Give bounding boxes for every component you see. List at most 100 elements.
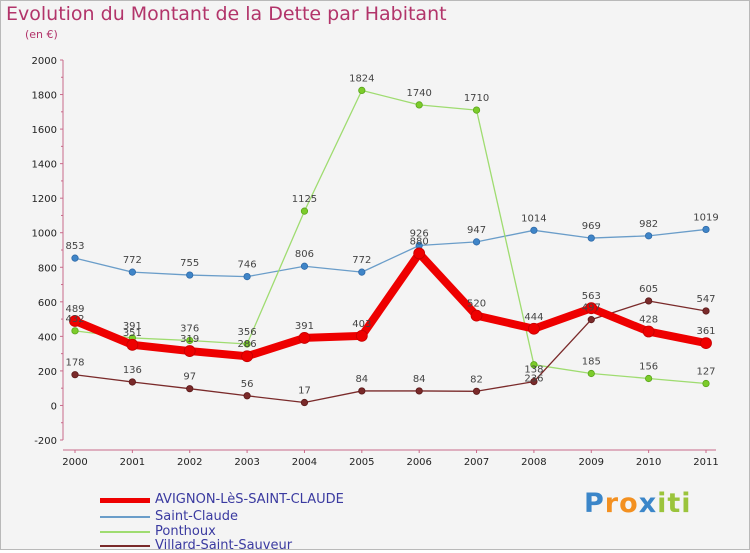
data-point-ponthoux (243, 340, 251, 348)
data-point-avignon (642, 325, 655, 338)
data-point-avignon (470, 309, 483, 322)
data-label-villard-saint-sauveur: 97 (183, 372, 196, 383)
data-point-ponthoux (415, 101, 423, 109)
data-label-villard-saint-sauveur: 84 (355, 374, 368, 385)
data-point-avignon (298, 332, 311, 344)
logo-letter: i (657, 488, 668, 519)
x-tick-label: 2004 (292, 457, 317, 468)
series-line-avignon (71, 249, 710, 361)
data-label-saint-claude: 806 (295, 249, 314, 260)
data-point-avignon (355, 329, 368, 342)
data-label-avignon: 563 (582, 291, 601, 302)
x-tick-label: 2000 (62, 457, 87, 468)
y-tick-label: 600 (38, 298, 57, 309)
data-point-avignon (126, 338, 139, 351)
data-point-avignon (700, 337, 712, 350)
x-tick-label: 2008 (521, 457, 546, 468)
x-tick-label: 2010 (636, 457, 661, 468)
data-label-saint-claude: 1014 (521, 213, 546, 224)
data-label-avignon: 489 (65, 304, 84, 315)
data-point-villard-saint-sauveur (645, 297, 653, 305)
data-point-villard-saint-sauveur (472, 387, 481, 395)
data-point-avignon (528, 322, 540, 335)
data-point-saint-claude (530, 226, 538, 234)
data-label-ponthoux: 1125 (292, 194, 317, 205)
data-label-villard-saint-sauveur: 178 (65, 358, 84, 369)
data-point-avignon (183, 345, 196, 357)
data-label-villard-saint-sauveur: 82 (470, 374, 483, 385)
series-line-saint-claude (74, 228, 707, 278)
data-label-saint-claude: 772 (123, 255, 142, 266)
y-tick-label: 1800 (32, 91, 57, 102)
data-label-villard-saint-sauveur: 136 (123, 365, 142, 376)
data-label-ponthoux: 356 (238, 327, 257, 338)
data-label-villard-saint-sauveur: 497 (582, 303, 601, 314)
data-point-ponthoux (300, 207, 309, 215)
data-point-villard-saint-sauveur (587, 316, 595, 324)
data-point-avignon (413, 247, 426, 260)
y-tick-label: 200 (38, 367, 57, 378)
data-label-villard-saint-sauveur: 17 (298, 386, 311, 397)
data-label-ponthoux: 391 (123, 321, 142, 332)
data-point-saint-claude (71, 254, 79, 262)
data-label-ponthoux: 236 (524, 374, 543, 385)
data-point-villard-saint-sauveur (415, 387, 423, 395)
x-tick-label: 2005 (349, 457, 374, 468)
y-tick-label: 1400 (32, 160, 57, 171)
data-label-saint-claude: 853 (65, 241, 84, 252)
legend-label-saint-claude: Saint-Claude (155, 509, 239, 524)
y-tick-label: 800 (38, 263, 57, 274)
x-tick-label: 2002 (177, 457, 202, 468)
data-point-saint-claude (587, 234, 595, 242)
y-tick-label: 1200 (32, 194, 57, 205)
data-label-avignon: 286 (238, 339, 257, 350)
data-label-saint-claude: 746 (238, 260, 257, 271)
data-label-villard-saint-sauveur: 138 (524, 365, 543, 376)
data-point-ponthoux (702, 379, 710, 388)
data-label-saint-claude: 755 (180, 258, 199, 269)
data-point-saint-claude (128, 268, 136, 276)
data-label-villard-saint-sauveur: 84 (413, 374, 426, 385)
legend-label-ponthoux: Ponthoux (155, 524, 216, 539)
data-label-avignon: 403 (352, 319, 371, 330)
data-point-villard-saint-sauveur (71, 371, 79, 379)
proxiti-logo: Proxiti (584, 488, 692, 519)
logo-letter: i (681, 488, 692, 519)
data-label-saint-claude: 1019 (693, 212, 718, 223)
data-label-saint-claude: 947 (467, 225, 486, 236)
legend-label-avignon: AVIGNON-LèS-SAINT-CLAUDE (155, 492, 344, 507)
y-tick-label: 400 (38, 332, 57, 343)
x-tick-label: 2006 (406, 457, 431, 468)
data-point-villard-saint-sauveur (530, 378, 538, 386)
y-tick-label: 0 (51, 401, 57, 412)
logo-letter: r (604, 488, 620, 519)
data-label-ponthoux: 185 (582, 357, 601, 368)
data-point-ponthoux (71, 327, 79, 335)
data-label-avignon: 319 (180, 334, 199, 345)
data-label-ponthoux: 1824 (349, 73, 374, 84)
data-point-villard-saint-sauveur (358, 387, 366, 395)
data-label-ponthoux: 1740 (406, 88, 431, 99)
x-tick-label: 2003 (234, 457, 259, 468)
logo-letter: t (667, 488, 682, 519)
data-point-villard-saint-sauveur (128, 378, 136, 386)
data-point-saint-claude (702, 225, 710, 234)
y-tick-label: -200 (34, 436, 57, 447)
data-point-avignon (69, 315, 81, 327)
series-line-villard-saint-sauveur (74, 300, 707, 404)
data-point-ponthoux (358, 86, 366, 95)
data-point-saint-claude (300, 262, 309, 270)
data-point-saint-claude (472, 238, 481, 246)
data-label-saint-claude: 982 (639, 219, 658, 230)
x-tick-label: 2009 (579, 457, 604, 468)
chart-unit-label: (en €) (25, 28, 58, 41)
data-point-saint-claude (243, 272, 251, 281)
y-tick-label: 1600 (32, 125, 57, 136)
y-tick-label: 2000 (32, 56, 57, 67)
data-point-avignon (585, 302, 598, 315)
data-label-saint-claude: 772 (352, 255, 371, 266)
data-label-villard-saint-sauveur: 56 (241, 379, 254, 390)
data-point-villard-saint-sauveur (300, 398, 309, 407)
